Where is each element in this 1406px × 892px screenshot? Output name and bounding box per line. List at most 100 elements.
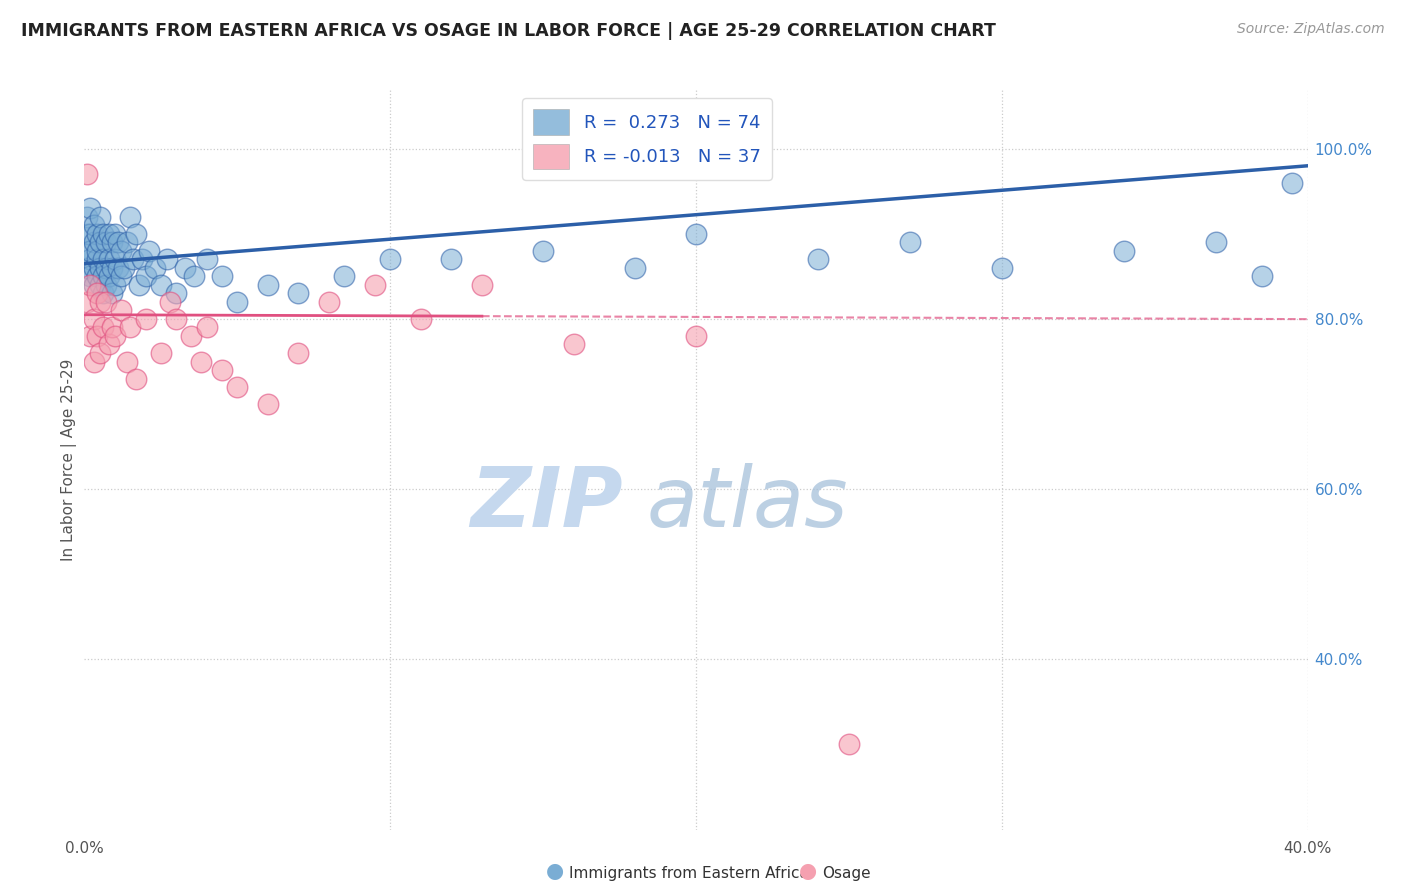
Point xyxy=(174,260,197,275)
Point xyxy=(165,312,187,326)
Point xyxy=(89,260,111,275)
Point xyxy=(86,227,108,241)
Point xyxy=(838,738,860,752)
Text: ●: ● xyxy=(800,862,817,881)
Text: Osage: Osage xyxy=(823,866,872,881)
Point xyxy=(91,320,114,334)
Point xyxy=(195,252,218,267)
Point xyxy=(79,329,101,343)
Point xyxy=(94,260,117,275)
Point xyxy=(104,277,127,292)
Point xyxy=(79,277,101,292)
Text: IMMIGRANTS FROM EASTERN AFRICA VS OSAGE IN LABOR FORCE | AGE 25-29 CORRELATION C: IMMIGRANTS FROM EASTERN AFRICA VS OSAGE … xyxy=(21,22,995,40)
Text: Immigrants from Eastern Africa: Immigrants from Eastern Africa xyxy=(569,866,810,881)
Point xyxy=(86,329,108,343)
Point xyxy=(226,380,249,394)
Point xyxy=(531,244,554,258)
Point xyxy=(97,227,120,241)
Point xyxy=(76,260,98,275)
Point xyxy=(149,277,172,292)
Point xyxy=(380,252,402,267)
Point xyxy=(91,227,114,241)
Point xyxy=(440,252,463,267)
Point xyxy=(86,286,108,301)
Point xyxy=(94,277,117,292)
Point xyxy=(107,260,129,275)
Point xyxy=(83,219,105,233)
Point xyxy=(89,295,111,310)
Point xyxy=(624,260,647,275)
Point xyxy=(685,329,707,343)
Point xyxy=(91,269,114,284)
Text: Source: ZipAtlas.com: Source: ZipAtlas.com xyxy=(1237,22,1385,37)
Point xyxy=(86,252,108,267)
Point xyxy=(83,312,105,326)
Point xyxy=(86,269,108,284)
Point xyxy=(91,286,114,301)
Point xyxy=(86,244,108,258)
Point xyxy=(898,235,921,250)
Text: ●: ● xyxy=(547,862,564,881)
Text: ZIP: ZIP xyxy=(470,463,623,544)
Point xyxy=(159,295,181,310)
Point xyxy=(97,337,120,351)
Point xyxy=(101,320,124,334)
Point xyxy=(76,167,98,181)
Point xyxy=(79,202,101,216)
Point xyxy=(364,277,387,292)
Point xyxy=(83,235,105,250)
Point xyxy=(101,286,124,301)
Point xyxy=(104,227,127,241)
Point xyxy=(135,312,157,326)
Point xyxy=(97,269,120,284)
Point xyxy=(180,329,202,343)
Point xyxy=(183,269,205,284)
Point xyxy=(135,269,157,284)
Point xyxy=(138,244,160,258)
Point xyxy=(89,277,111,292)
Point xyxy=(333,269,356,284)
Point xyxy=(257,397,280,411)
Point xyxy=(89,235,111,250)
Point xyxy=(110,244,132,258)
Point xyxy=(76,210,98,224)
Point xyxy=(76,295,98,310)
Point xyxy=(143,260,166,275)
Point xyxy=(211,269,233,284)
Point xyxy=(287,286,309,301)
Point xyxy=(91,252,114,267)
Point xyxy=(83,277,105,292)
Point xyxy=(89,210,111,224)
Point xyxy=(94,235,117,250)
Text: atlas: atlas xyxy=(647,463,849,544)
Point xyxy=(115,354,138,368)
Point xyxy=(112,260,135,275)
Point xyxy=(1250,269,1272,284)
Point xyxy=(110,303,132,318)
Point xyxy=(104,329,127,343)
Point xyxy=(991,260,1014,275)
Point xyxy=(562,337,585,351)
Point xyxy=(107,235,129,250)
Point xyxy=(128,277,150,292)
Point xyxy=(257,277,280,292)
Point xyxy=(83,260,105,275)
Point xyxy=(471,277,494,292)
Point xyxy=(89,346,111,360)
Point xyxy=(79,252,101,267)
Point xyxy=(125,227,148,241)
Point xyxy=(211,363,233,377)
Point xyxy=(122,252,145,267)
Point xyxy=(120,210,142,224)
Point xyxy=(165,286,187,301)
Point xyxy=(76,244,98,258)
Point xyxy=(125,371,148,385)
Point xyxy=(287,346,309,360)
Point xyxy=(409,312,432,326)
Point xyxy=(110,269,132,284)
Point xyxy=(1281,176,1303,190)
Point xyxy=(195,320,218,334)
Point xyxy=(120,320,142,334)
Point xyxy=(131,252,153,267)
Y-axis label: In Labor Force | Age 25-29: In Labor Force | Age 25-29 xyxy=(62,359,77,560)
